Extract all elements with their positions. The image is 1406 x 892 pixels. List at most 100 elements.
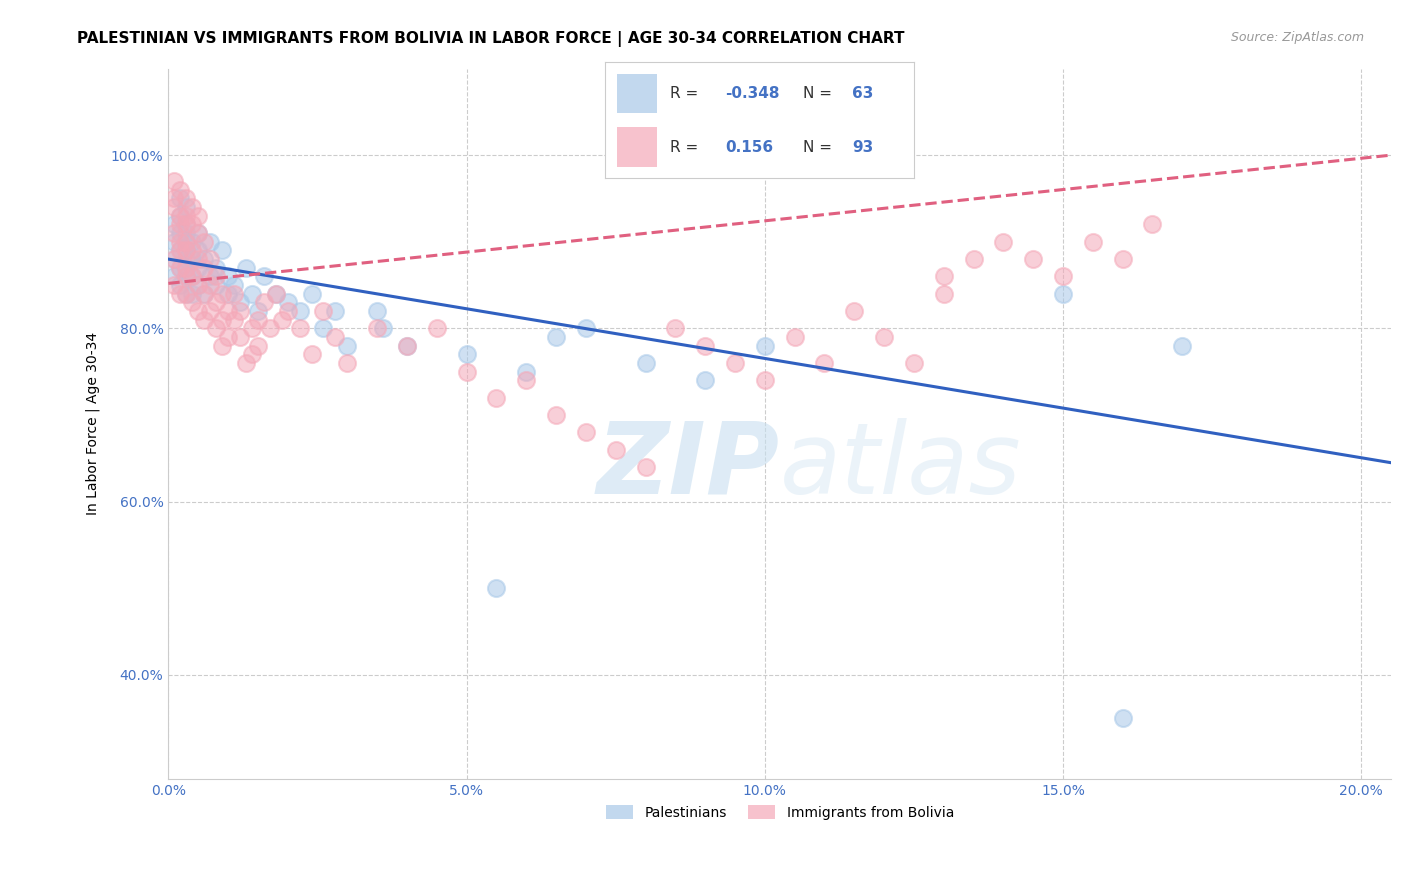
Point xyxy=(169,278,191,293)
Point xyxy=(174,235,197,249)
Point xyxy=(277,304,299,318)
Text: N =: N = xyxy=(803,139,837,154)
Point xyxy=(253,269,276,284)
Point xyxy=(222,312,245,326)
Point xyxy=(211,312,233,326)
Point xyxy=(163,252,186,266)
Point xyxy=(217,286,239,301)
Point xyxy=(605,442,627,457)
Point xyxy=(169,286,191,301)
Point xyxy=(301,286,323,301)
Point xyxy=(312,304,335,318)
Point xyxy=(163,174,186,188)
Point xyxy=(187,278,209,293)
Point xyxy=(217,330,239,344)
Point xyxy=(174,269,197,284)
Point xyxy=(174,244,197,258)
Point xyxy=(217,269,239,284)
Point xyxy=(181,269,204,284)
Point xyxy=(187,226,209,240)
Point xyxy=(844,304,866,318)
Text: R =: R = xyxy=(669,139,703,154)
Point xyxy=(181,269,204,284)
Point xyxy=(169,235,191,249)
Point xyxy=(932,269,955,284)
Point xyxy=(198,304,221,318)
Point xyxy=(187,209,209,223)
Point xyxy=(174,209,197,223)
Point xyxy=(181,286,204,301)
Point xyxy=(211,286,233,301)
Point xyxy=(169,191,191,205)
Point xyxy=(336,356,359,370)
Point xyxy=(163,252,186,266)
Point xyxy=(163,235,186,249)
Point xyxy=(240,321,263,335)
Point xyxy=(366,321,388,335)
Text: -0.348: -0.348 xyxy=(725,87,780,102)
Point xyxy=(174,218,197,232)
Point xyxy=(724,356,747,370)
Point xyxy=(193,252,215,266)
Point xyxy=(169,244,191,258)
Point xyxy=(181,252,204,266)
Point xyxy=(288,304,311,318)
Text: ZIP: ZIP xyxy=(596,417,780,515)
Point xyxy=(754,373,776,387)
Point xyxy=(193,312,215,326)
Point xyxy=(174,252,197,266)
Point xyxy=(246,312,269,326)
Point xyxy=(962,252,984,266)
Point xyxy=(783,330,806,344)
Point xyxy=(181,244,204,258)
Point xyxy=(634,356,657,370)
Point xyxy=(193,260,215,275)
Point xyxy=(222,286,245,301)
Point xyxy=(325,304,347,318)
Point xyxy=(174,286,197,301)
Text: N =: N = xyxy=(803,87,837,102)
Point xyxy=(163,200,186,214)
Y-axis label: In Labor Force | Age 30-34: In Labor Force | Age 30-34 xyxy=(86,332,100,516)
Point xyxy=(169,226,191,240)
Point xyxy=(264,286,287,301)
Point xyxy=(181,295,204,310)
Point xyxy=(205,260,228,275)
Point xyxy=(163,191,186,205)
Point xyxy=(366,304,388,318)
Text: 0.156: 0.156 xyxy=(725,139,773,154)
Point xyxy=(169,260,191,275)
Point xyxy=(174,286,197,301)
Point xyxy=(1052,269,1074,284)
Point xyxy=(456,347,478,361)
Point xyxy=(371,321,394,335)
Point xyxy=(205,269,228,284)
Point xyxy=(575,425,598,440)
Point xyxy=(187,304,209,318)
Point xyxy=(174,244,197,258)
Point xyxy=(873,330,896,344)
Point xyxy=(1111,711,1133,725)
Point xyxy=(163,269,186,284)
Point xyxy=(246,339,269,353)
Point xyxy=(174,269,197,284)
Point xyxy=(163,278,186,293)
Point xyxy=(163,218,186,232)
Point xyxy=(198,278,221,293)
FancyBboxPatch shape xyxy=(617,74,657,113)
Point xyxy=(301,347,323,361)
Point xyxy=(259,321,281,335)
Point xyxy=(211,339,233,353)
Point xyxy=(1111,252,1133,266)
Point xyxy=(193,286,215,301)
Point xyxy=(187,260,209,275)
Point xyxy=(813,356,835,370)
Text: R =: R = xyxy=(669,87,703,102)
Point xyxy=(181,200,204,214)
Point xyxy=(270,312,292,326)
Point xyxy=(1171,339,1194,353)
Point xyxy=(993,235,1015,249)
Point xyxy=(169,260,191,275)
Point xyxy=(903,356,925,370)
Point xyxy=(1081,235,1104,249)
